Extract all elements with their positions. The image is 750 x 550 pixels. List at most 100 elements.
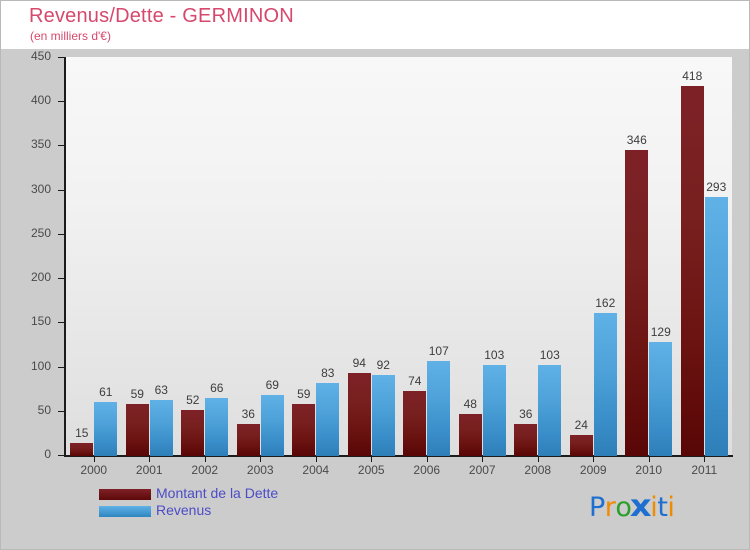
y-axis-tick	[58, 455, 66, 456]
x-axis-label: 2004	[302, 463, 330, 477]
bar-revenus-2003[interactable]	[260, 394, 284, 456]
bar-revenus-2000[interactable]	[94, 402, 118, 456]
y-axis-tick	[58, 322, 66, 324]
bar-value-label: 36	[241, 407, 255, 422]
bar-revenus-2010[interactable]	[649, 341, 673, 456]
bar-dette-2000[interactable]	[70, 442, 94, 456]
chart-subtitle: (en milliers d'€)	[30, 29, 111, 43]
y-axis-label: 400	[30, 93, 51, 108]
y-axis-label: 300	[30, 181, 51, 196]
bar-dette-2007[interactable]	[458, 413, 482, 456]
bar-dette-2001[interactable]	[125, 403, 149, 456]
bar-revenus-2005[interactable]	[371, 374, 395, 456]
x-axis-tick	[260, 455, 261, 462]
bar-value-label: 94	[352, 355, 366, 370]
bar-value-label: 418	[682, 69, 703, 84]
chart-legend: Montant de la Dette Revenus	[99, 485, 399, 526]
x-axis-tick	[316, 455, 317, 462]
y-axis-label: 200	[30, 270, 51, 285]
y-axis-tick	[58, 410, 66, 412]
legend-swatch-dette	[99, 489, 151, 500]
y-axis-label: 150	[30, 314, 51, 329]
x-axis-label: 2005	[357, 463, 385, 477]
bar-value-label: 15	[75, 425, 89, 440]
bars-layer: 15 61 59 63 52 66 36 69 59 83 94 92 74 107 48 103 36 103 2…	[66, 57, 732, 456]
bar-dette-2004[interactable]	[292, 403, 316, 456]
page-title: Revenus/Dette - GERMINON	[29, 5, 294, 27]
logo-letter-r: r	[604, 492, 616, 523]
logo-letter-o: o	[615, 492, 632, 523]
legend-label-revenus: Revenus	[156, 502, 212, 518]
y-axis-tick	[58, 366, 66, 368]
x-axis-tick	[538, 455, 539, 462]
plot-area	[64, 57, 732, 456]
bar-value-label: 103	[539, 347, 560, 362]
legend-label-dette: Montant de la Dette	[156, 485, 279, 501]
bar-value-label: 129	[650, 324, 671, 339]
x-axis-label: 2002	[191, 463, 219, 477]
bar-revenus-2009[interactable]	[593, 312, 617, 456]
y-axis-tick	[58, 189, 66, 191]
proxiti-logo[interactable]: Proxiti	[589, 489, 675, 524]
bar-value-label: 59	[297, 386, 311, 401]
y-axis-label: 450	[30, 49, 51, 63]
x-axis-tick	[371, 455, 372, 462]
bar-value-label: 66	[210, 380, 224, 395]
bar-value-label: 52	[186, 393, 200, 407]
bar-dette-2009[interactable]	[569, 434, 593, 456]
x-axis-label: 2008	[524, 463, 552, 477]
bar-value-label: 24	[574, 417, 588, 432]
y-axis-label: 50	[37, 402, 51, 417]
bar-revenus-2008[interactable]	[538, 364, 562, 456]
x-axis-label: 2007	[468, 463, 496, 477]
bar-dette-2005[interactable]	[347, 372, 371, 456]
x-axis-label: 2003	[246, 463, 274, 477]
x-axis-tick	[94, 455, 95, 462]
legend-swatch-revenus	[99, 506, 151, 517]
bar-value-label: 162	[595, 295, 616, 310]
bar-value-label: 61	[99, 385, 113, 400]
x-axis-tick	[482, 455, 483, 462]
bar-revenus-2006[interactable]	[427, 361, 451, 456]
x-axis-tick	[704, 455, 705, 462]
x-axis-line	[64, 455, 733, 457]
logo-letter-P: P	[589, 492, 605, 523]
logo-letter-t: t	[657, 492, 668, 523]
bar-value-label: 48	[463, 396, 477, 411]
bar-dette-2006[interactable]	[403, 390, 427, 456]
x-axis-tick	[593, 455, 594, 462]
bar-value-label: 69	[265, 377, 279, 392]
bar-revenus-2002[interactable]	[205, 397, 229, 456]
bar-revenus-2011[interactable]	[704, 196, 728, 456]
chart-figure: 0 50 100 150 200 250 300 350 400 450 2000 2001 2002…	[1, 49, 749, 549]
y-axis-tick	[58, 233, 66, 235]
y-axis-line	[64, 57, 66, 457]
legend-item-revenus: Revenus	[99, 502, 399, 520]
bar-value-label: 346	[626, 132, 647, 147]
chart-header: Revenus/Dette - GERMINON (en milliers d'…	[1, 1, 749, 49]
bar-value-label: 74	[408, 373, 422, 388]
bar-dette-2010[interactable]	[625, 149, 649, 456]
x-axis-tick	[649, 455, 650, 462]
y-axis-tick	[58, 145, 66, 147]
x-axis-label: 2010	[635, 463, 663, 477]
logo-letter-i: i	[650, 492, 658, 523]
bar-value-label: 103	[484, 347, 505, 362]
bar-value-label: 36	[519, 407, 533, 422]
bar-value-label: 107	[428, 344, 449, 359]
bar-revenus-2001[interactable]	[149, 400, 173, 456]
y-axis-label: 100	[30, 358, 51, 373]
y-axis-tick	[58, 57, 66, 58]
bar-value-label: 59	[130, 386, 144, 401]
bar-dette-2003[interactable]	[236, 424, 260, 456]
bar-dette-2002[interactable]	[181, 410, 205, 456]
bar-dette-2011[interactable]	[680, 86, 704, 456]
bar-revenus-2007[interactable]	[482, 364, 506, 456]
y-axis-tick	[58, 101, 66, 103]
x-axis-tick	[149, 455, 150, 462]
bar-value-label: 63	[154, 383, 168, 398]
y-axis-tick	[58, 278, 66, 280]
bar-revenus-2004[interactable]	[316, 382, 340, 456]
y-axis-label: 350	[30, 137, 51, 152]
bar-dette-2008[interactable]	[514, 424, 538, 456]
